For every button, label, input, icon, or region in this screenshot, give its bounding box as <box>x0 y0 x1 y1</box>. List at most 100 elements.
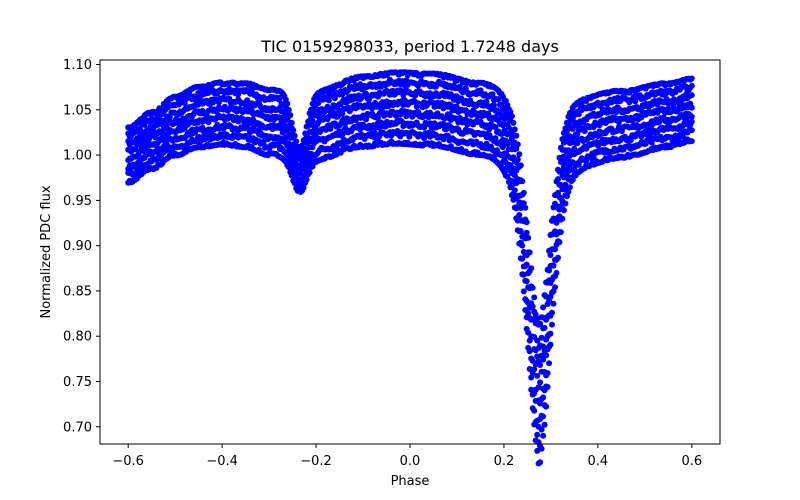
data-point <box>531 366 538 373</box>
data-point <box>331 95 338 102</box>
data-point <box>514 141 521 148</box>
data-point <box>514 156 521 163</box>
data-point <box>563 119 570 126</box>
data-point <box>137 126 144 133</box>
data-point <box>526 249 533 256</box>
y-tick-label: 1.10 <box>63 58 92 73</box>
data-point <box>538 352 545 359</box>
data-point <box>508 113 515 120</box>
data-point <box>553 241 560 248</box>
data-point <box>552 256 558 263</box>
chart-title: TIC 0159298033, period 1.7248 days <box>260 37 559 56</box>
data-point <box>447 102 454 109</box>
data-point <box>516 212 523 218</box>
data-point <box>339 110 346 117</box>
data-point <box>535 423 542 430</box>
data-point <box>538 396 545 402</box>
data-point <box>300 137 307 144</box>
data-point <box>517 228 524 235</box>
data-point <box>688 75 695 82</box>
data-point <box>510 119 517 126</box>
data-point <box>523 261 530 268</box>
data-point <box>284 100 291 107</box>
data-point <box>483 140 490 147</box>
data-point <box>519 242 526 249</box>
x-tick-label: −0.2 <box>300 454 332 469</box>
x-tick-label: 0.0 <box>400 454 421 469</box>
data-point <box>544 266 551 273</box>
data-point <box>549 217 555 224</box>
data-point <box>537 459 544 466</box>
data-point <box>534 337 541 344</box>
data-point <box>325 97 332 104</box>
data-point <box>511 187 518 194</box>
data-point <box>297 152 304 158</box>
data-point <box>495 96 502 103</box>
y-tick-label: 1.00 <box>63 149 92 164</box>
data-point <box>547 232 554 238</box>
data-point <box>688 104 695 111</box>
x-tick-label: 0.6 <box>681 454 702 469</box>
data-point <box>529 303 536 310</box>
data-point <box>302 130 309 137</box>
data-point <box>519 255 526 262</box>
data-point <box>566 133 573 140</box>
data-point <box>526 348 533 355</box>
data-point <box>575 111 582 118</box>
data-point <box>590 154 597 161</box>
data-point <box>538 314 545 321</box>
data-point <box>581 128 588 135</box>
data-point <box>544 301 551 307</box>
data-point <box>534 372 541 379</box>
data-point <box>549 321 555 328</box>
data-point <box>528 374 535 381</box>
data-point <box>372 130 379 137</box>
data-point <box>546 247 553 254</box>
data-points <box>125 69 695 467</box>
data-point <box>309 100 316 107</box>
data-point <box>516 151 523 158</box>
data-point <box>569 159 576 166</box>
data-point <box>534 431 541 438</box>
data-point <box>688 138 695 145</box>
data-point <box>529 284 536 291</box>
data-point <box>547 293 554 300</box>
data-point <box>517 162 524 169</box>
data-point <box>688 113 695 120</box>
data-point <box>502 97 509 104</box>
data-point <box>363 116 370 123</box>
data-point <box>303 123 310 130</box>
data-point <box>541 421 548 428</box>
data-point <box>491 102 497 109</box>
y-tick-label: 0.85 <box>63 284 92 299</box>
data-point <box>453 103 460 110</box>
data-point <box>556 154 563 161</box>
data-point <box>520 288 527 295</box>
data-point <box>540 325 547 332</box>
data-point <box>688 92 695 99</box>
data-point <box>538 412 545 419</box>
data-point <box>535 384 542 391</box>
data-point <box>291 132 298 139</box>
data-point <box>523 278 530 285</box>
data-point <box>562 125 569 132</box>
data-point <box>538 334 545 341</box>
y-axis-label: Normalized PDC flux <box>39 185 54 318</box>
data-point <box>541 292 548 299</box>
data-point <box>290 127 297 134</box>
data-point <box>163 141 170 148</box>
data-point <box>537 362 544 368</box>
data-point <box>363 90 370 97</box>
data-point <box>305 118 312 125</box>
x-axis: −0.6 −0.4 −0.2 0.0 0.2 0.4 0.6 <box>112 444 702 469</box>
data-point <box>562 181 569 188</box>
data-point <box>560 130 567 136</box>
x-tick-label: 0.2 <box>494 454 515 469</box>
data-point <box>517 205 524 212</box>
data-point <box>541 402 548 409</box>
data-point <box>522 204 529 211</box>
data-point <box>537 320 544 327</box>
data-point <box>557 144 564 151</box>
data-point <box>523 229 530 236</box>
data-point <box>538 368 545 375</box>
